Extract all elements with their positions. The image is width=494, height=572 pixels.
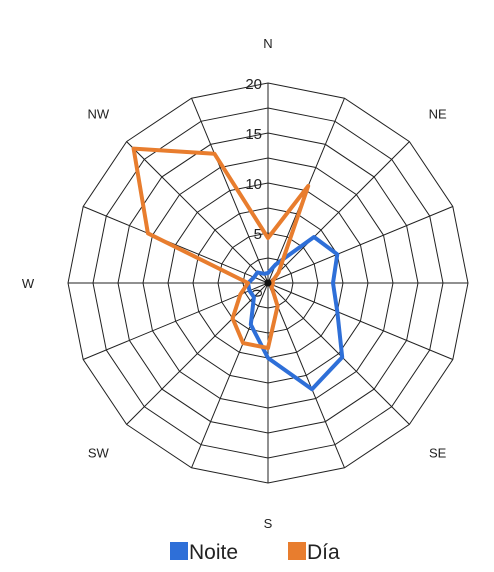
series-1-point-w bbox=[246, 281, 250, 285]
tick-label-5: 5 bbox=[254, 226, 262, 243]
legend: Noite Día bbox=[170, 541, 340, 564]
grid-spoke-wsw bbox=[83, 282, 269, 360]
series-0-point-n bbox=[266, 271, 270, 275]
legend-swatch-1 bbox=[288, 542, 306, 560]
direction-label-n: N bbox=[263, 36, 272, 51]
tick-label-10: 10 bbox=[245, 176, 262, 193]
series-0-point-ene bbox=[335, 252, 339, 256]
series-1-point-sse bbox=[276, 304, 280, 308]
series-1-point-nne bbox=[306, 184, 310, 188]
radar-grid bbox=[67, 82, 469, 484]
direction-label-ne: NE bbox=[429, 106, 447, 121]
grid-spoke-ene bbox=[267, 206, 453, 284]
legend-label-0: Noite bbox=[189, 541, 238, 564]
tick-label-0: 0 bbox=[249, 289, 266, 297]
series-1-point-ssw bbox=[241, 341, 245, 345]
series-1-point-wsw bbox=[238, 292, 242, 297]
series-1-point-ne bbox=[277, 270, 281, 274]
center-dot bbox=[264, 279, 272, 287]
series-0-point-e bbox=[331, 281, 335, 285]
grid-spoke-ese bbox=[267, 282, 453, 360]
direction-label-se: SE bbox=[429, 446, 447, 461]
series-0-point-se bbox=[340, 355, 344, 359]
grid-spoke-sw bbox=[126, 282, 269, 425]
series-0-point-sse bbox=[310, 387, 314, 391]
data-series bbox=[131, 146, 345, 392]
series-0-point-nnw bbox=[262, 272, 266, 276]
legend-label-1: Día bbox=[307, 541, 340, 564]
grid-spoke-sse bbox=[267, 282, 345, 468]
tick-label-15: 15 bbox=[245, 126, 262, 143]
grid-spoke-se bbox=[267, 282, 410, 425]
series-0-point-nw bbox=[255, 270, 259, 274]
series-0-point-nne bbox=[274, 262, 278, 267]
series-1-point-wnw bbox=[146, 231, 150, 235]
grid-spoke-nw bbox=[126, 141, 269, 284]
direction-label-s: S bbox=[264, 516, 273, 531]
series-1-point-nnw bbox=[212, 152, 216, 156]
tick-label-20: 20 bbox=[245, 76, 262, 93]
direction-labels: NNEESESSWWNW bbox=[22, 36, 447, 531]
series-line-0 bbox=[246, 235, 345, 392]
grid-spoke-ne bbox=[267, 141, 410, 284]
series-1-point-s bbox=[266, 346, 270, 350]
series-0-point-wsw bbox=[247, 289, 252, 293]
series-1-point-nw bbox=[132, 147, 136, 151]
series-1-point-sw bbox=[231, 316, 235, 320]
series-0-point-ese bbox=[335, 310, 339, 314]
grid-spoke-nnw bbox=[191, 98, 269, 284]
series-0-point-s bbox=[266, 356, 270, 360]
series-0-point-sw bbox=[252, 295, 256, 299]
direction-label-w: W bbox=[22, 276, 35, 291]
series-1-point-se bbox=[269, 284, 274, 289]
grid-spoke-wnw bbox=[83, 206, 269, 284]
legend-swatch-0 bbox=[170, 542, 188, 560]
grid-spoke-ssw bbox=[191, 282, 269, 468]
series-0-point-ssw bbox=[249, 323, 253, 327]
series-0-point-wnw bbox=[252, 275, 256, 279]
series-0-point-ne bbox=[312, 235, 316, 239]
direction-label-sw: SW bbox=[88, 446, 110, 461]
direction-label-nw: NW bbox=[87, 106, 109, 121]
series-1-point-n bbox=[266, 236, 270, 240]
radial-tick-labels: 0 5 10 15 20 bbox=[245, 76, 266, 297]
